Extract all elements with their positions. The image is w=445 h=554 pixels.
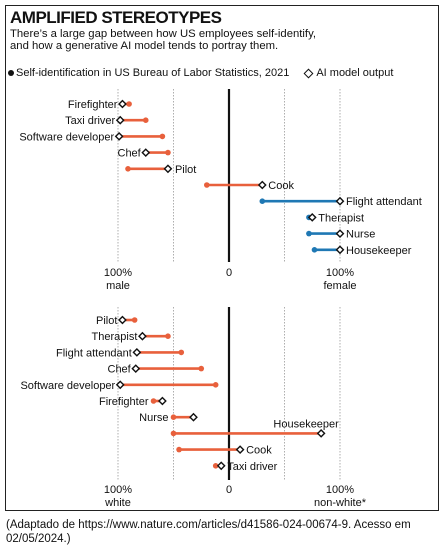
race-ai-point-8 [235, 445, 245, 454]
race-self-point-4 [212, 382, 219, 388]
race-ai-point-2 [132, 348, 142, 357]
race-row-label-9: Taxi driver [227, 461, 277, 473]
gender-self-point-8 [306, 230, 312, 237]
race-row-label-4: Software developer [20, 380, 115, 392]
race-row-label-6: Nurse [139, 412, 168, 424]
race-tick-label: 100% [326, 484, 354, 496]
race-ai-point-9 [216, 461, 226, 471]
gender-tick-label: 100% [104, 267, 132, 279]
chart-subtitle: There’s a large gap between how US emplo… [10, 28, 410, 52]
race-ai-point-3 [131, 364, 141, 373]
race-tick-sublabel: white [104, 497, 131, 509]
gender-tick-label: 0 [226, 267, 232, 279]
gender-self-point-2 [159, 133, 166, 140]
race-self-point-0 [131, 317, 138, 323]
race-row-label-2: Flight attendant [56, 347, 132, 359]
race-self-point-7 [170, 430, 177, 437]
race-row-label-7: Housekeeper [273, 418, 339, 430]
chart-frame: AMPLIFIED STEREOTYPES There’s a large ga… [5, 5, 439, 511]
race-ai-point-0 [118, 315, 127, 325]
gender-row-label-7: Therapist [318, 212, 364, 224]
gender-row-label-9: Housekeeper [346, 245, 412, 257]
race-row-label-0: Pilot [96, 315, 117, 327]
gender-ai-point-1 [115, 115, 125, 125]
gender-self-point-4 [125, 166, 131, 172]
gender-row-label-2: Software developer [19, 131, 114, 143]
gender-row-label-8: Nurse [346, 229, 375, 241]
gender-row-label-1: Taxi driver [65, 115, 115, 127]
gender-ai-point-7 [307, 213, 317, 222]
legend: Self-identification in US Bureau of Labo… [8, 67, 393, 79]
gender-ai-point-0 [118, 99, 127, 109]
race-ai-point-5 [158, 396, 167, 406]
race-ai-point-1 [138, 331, 147, 341]
gender-row-label-5: Cook [268, 180, 294, 192]
gender-ai-point-5 [257, 180, 267, 190]
race-self-point-3 [198, 365, 205, 372]
race-self-point-6 [170, 414, 177, 421]
race-self-point-2 [178, 349, 185, 356]
legend-dot-icon [8, 70, 14, 77]
gender-ai-point-8 [335, 229, 345, 238]
gender-self-point-9 [311, 247, 318, 253]
legend-diamond-label: AI model output [316, 67, 394, 79]
gender-self-point-0 [126, 101, 132, 107]
race-ai-point-7 [316, 429, 326, 438]
gender-ai-point-9 [335, 245, 345, 255]
race-ai-point-4 [115, 380, 125, 390]
gender-self-point-3 [165, 149, 171, 156]
race-self-point-8 [176, 446, 182, 453]
gender-tick-label: 100% [326, 267, 354, 279]
gender-row-label-0: Firefighter [68, 99, 118, 111]
gender-self-point-6 [259, 198, 266, 204]
race-row-label-5: Firefighter [99, 396, 149, 408]
gender-row-label-3: Chef [118, 148, 142, 160]
subtitle-line-1: There’s a large gap between how US emplo… [10, 28, 317, 40]
gender-ai-point-3 [141, 148, 151, 157]
race-tick-sublabel: non-white* [314, 497, 367, 509]
gender-ai-point-4 [163, 164, 173, 174]
legend-dot-label: Self-identification in US Bureau of Labo… [16, 67, 290, 79]
gender-row-label-6: Flight attendant [346, 196, 422, 208]
source-caption: (Adaptado de https://www.nature.com/arti… [6, 519, 411, 545]
gender-self-point-1 [142, 117, 149, 123]
gender-row-label-4: Pilot [175, 164, 196, 176]
race-row-label-3: Chef [108, 364, 132, 376]
race-self-point-9 [212, 463, 219, 469]
race-tick-label: 0 [226, 484, 232, 496]
gender-tick-sublabel: female [323, 280, 356, 292]
gender-tick-sublabel: male [106, 280, 130, 292]
gender-ai-point-2 [114, 132, 124, 141]
race-row-label-8: Cook [246, 445, 272, 457]
gender-ai-point-6 [335, 196, 345, 206]
race-row-label-1: Therapist [92, 331, 138, 343]
chart-title: AMPLIFIED STEREOTYPES [10, 8, 222, 27]
gender-self-point-5 [204, 182, 210, 188]
race-tick-label: 100% [104, 484, 132, 496]
subtitle-line-2: and how a generative AI model tends to p… [10, 40, 279, 52]
race-self-point-1 [165, 333, 171, 340]
race-ai-point-6 [189, 412, 198, 422]
race-self-point-5 [150, 398, 157, 404]
